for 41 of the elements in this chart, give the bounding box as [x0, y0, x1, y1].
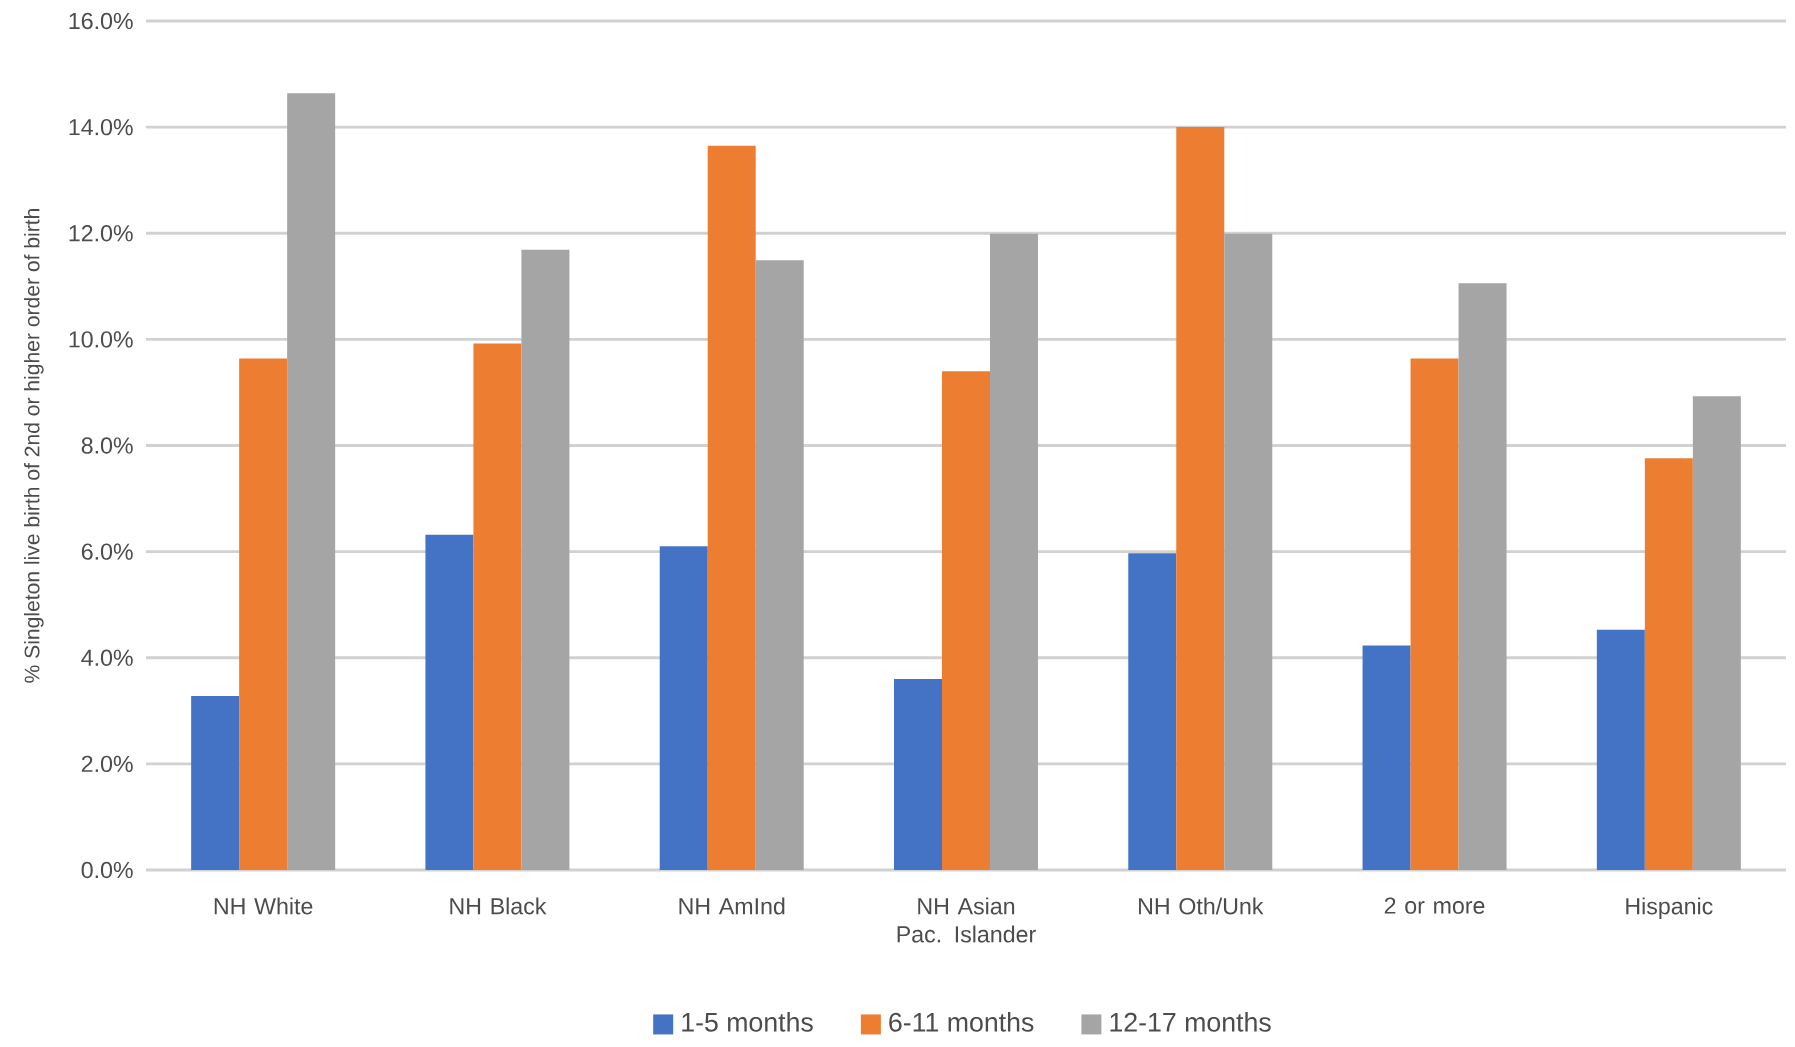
y-tick-label: 10.0%: [69, 331, 133, 348]
y-tick-label: 0.0%: [81, 861, 133, 879]
bar: [1692, 396, 1741, 870]
bar: [894, 678, 942, 870]
bar: [473, 343, 522, 870]
bar: [942, 371, 990, 870]
x-tick-label: NH Asian Pac. Islander: [897, 897, 1036, 943]
x-tick-label: 2 or more: [1384, 897, 1485, 914]
bar: [707, 145, 756, 870]
bar: [1596, 629, 1645, 870]
bar: [1362, 645, 1411, 870]
x-tick-label: NH Black: [450, 897, 547, 915]
y-tick-label: 14.0%: [69, 118, 133, 136]
bar: [1458, 283, 1507, 870]
bar: [659, 546, 708, 870]
y-tick-label: 2.0%: [81, 755, 133, 773]
x-tick-label: NH Oth/Unk: [1139, 897, 1264, 915]
bar: [1176, 127, 1225, 870]
bar: [191, 695, 240, 870]
bar: [755, 260, 804, 870]
bar: [1410, 358, 1459, 870]
bar: [425, 534, 474, 870]
y-tick-label: 6.0%: [81, 543, 133, 560]
y-tick-label: 12.0%: [69, 225, 133, 242]
x-tick-label: NH AmInd: [679, 897, 785, 915]
bar: [521, 249, 570, 870]
legend-label: 6-11 months: [889, 1012, 1034, 1032]
legend-label: 1-5 months: [682, 1012, 813, 1032]
bar: [1224, 233, 1273, 870]
bar: [287, 93, 336, 870]
x-tick-label: Hispanic: [1626, 897, 1713, 920]
y-axis-title: % Singleton live birth of 2nd or higher order of birth: [23, 209, 44, 683]
x-tick-label: NH White: [214, 897, 313, 915]
legend-label: 12-17 months: [1110, 1012, 1271, 1032]
bar: [989, 233, 1038, 870]
bar: [1644, 458, 1693, 870]
bar: [239, 358, 288, 870]
bar: [1128, 553, 1177, 870]
y-tick-label: 8.0%: [81, 437, 133, 454]
y-tick-label: 16.0%: [69, 12, 133, 30]
y-tick-label: 4.0%: [81, 649, 133, 666]
